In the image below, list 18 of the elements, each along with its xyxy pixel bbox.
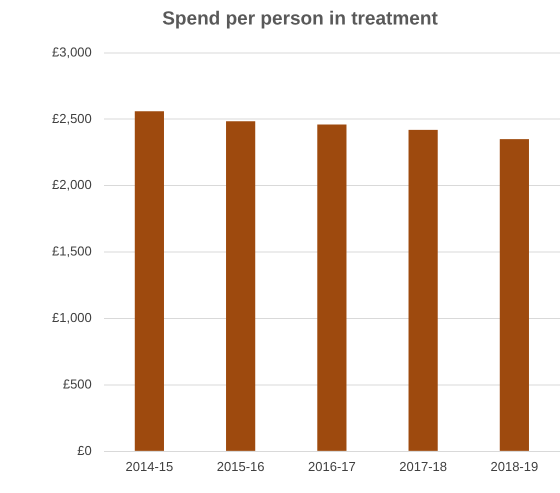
x-tick-label: 2015-16	[216, 458, 264, 474]
x-tick-label: 2016-17	[308, 458, 356, 474]
bar	[408, 130, 438, 451]
y-tick-label: £2,500	[52, 110, 92, 126]
y-tick-label: £1,500	[52, 244, 92, 259]
x-tick-label: 2017-18	[399, 458, 447, 474]
y-tick-label: £3,000	[52, 44, 92, 60]
y-tick-label: £1,000	[52, 310, 92, 326]
bar	[226, 121, 256, 451]
chart-title: Spend per person in treatment	[162, 8, 438, 30]
x-tick-label: 2014-15	[126, 458, 174, 474]
bar	[500, 139, 529, 451]
y-tick-label: £2,000	[52, 177, 92, 192]
y-tick-label: £500	[62, 376, 92, 392]
bar	[134, 111, 164, 451]
x-tick-label: 2018-19	[490, 458, 538, 474]
bar	[317, 124, 346, 451]
y-tick-label: £0	[77, 442, 92, 458]
